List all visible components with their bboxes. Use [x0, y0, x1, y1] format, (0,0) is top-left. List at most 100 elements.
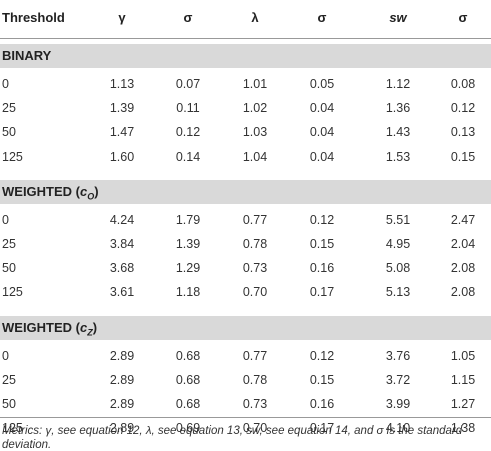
section-subscript: Z [87, 327, 93, 338]
paren: ( [72, 319, 81, 335]
row-label: 125 [2, 285, 23, 300]
footnote: Metrics: γ, see equation 12, λ, see equa… [2, 425, 463, 451]
cell-value: 2.47 [450, 212, 476, 227]
cell-value: 3.99 [385, 397, 411, 411]
cell-value: 2.89 [109, 348, 135, 363]
row-label: 125 [2, 149, 23, 164]
cell-value: 3.72 [385, 372, 411, 387]
cell-value: 0.12 [309, 348, 335, 363]
cell-value: 1.15 [450, 372, 476, 387]
cell-value: 2.89 [109, 397, 135, 411]
section-band [0, 179, 491, 204]
cell-value: 1.01 [242, 77, 268, 91]
header-rule [0, 38, 491, 39]
cell-value: 0.12 [309, 212, 335, 227]
paren: ) [92, 319, 98, 335]
cell-value: 0.16 [309, 397, 335, 411]
section-title: WEIGHTED [2, 183, 73, 199]
bottom-rule [0, 417, 491, 418]
column-header: σ [458, 10, 468, 25]
cell-value: 0.11 [176, 101, 200, 116]
cell-value: 0.12 [175, 125, 201, 140]
cell-value: 4.10 [385, 421, 411, 436]
cell-value: 0.15 [450, 149, 476, 164]
column-header: sw [389, 10, 407, 25]
cell-value: 1.38 [450, 421, 476, 436]
cell-value: 0.78 [242, 372, 268, 387]
cell-value: 0.12 [450, 101, 476, 116]
cell-value: 1.02 [242, 101, 268, 116]
cell-value: 0.04 [309, 149, 335, 164]
cell-value: 0.15 [309, 237, 335, 251]
cell-value: 5.51 [385, 212, 411, 227]
column-header: γ [118, 10, 126, 25]
cell-value: 0.04 [309, 101, 335, 116]
cell-value: 1.29 [175, 261, 201, 276]
cell-value: 2.89 [109, 421, 135, 436]
paren: ) [94, 183, 99, 199]
cell-value: 2.08 [450, 285, 476, 300]
row-label: 50 [2, 125, 16, 140]
section-label: BINARY [2, 48, 51, 63]
cell-value: 2.04 [450, 237, 476, 251]
cell-value: 0.04 [309, 125, 335, 140]
cell-value: 0.68 [175, 397, 201, 411]
cell-value: 1.27 [450, 397, 476, 411]
cell-value: 0.14 [175, 149, 201, 164]
cell-value: 1.03 [242, 125, 268, 140]
row-label: 0 [2, 348, 9, 363]
cell-value: 2.08 [450, 261, 476, 276]
cell-value: 0.68 [175, 372, 201, 387]
cell-value: 0.68 [175, 348, 201, 363]
cell-value: 0.73 [242, 261, 268, 276]
cell-value: 4.95 [385, 237, 411, 251]
cell-value: 0.08 [450, 77, 476, 91]
cell-value: 4.24 [109, 212, 135, 227]
cell-value: 1.13 [109, 77, 135, 91]
section-symbol: c [80, 183, 88, 199]
cell-value: 1.79 [175, 212, 201, 227]
column-header: λ [251, 10, 259, 25]
cell-value: 5.08 [385, 261, 411, 276]
row-label: 125 [2, 421, 23, 436]
cell-value: 0.77 [242, 212, 268, 227]
cell-value: 5.13 [385, 285, 411, 300]
cell-value: 0.15 [309, 372, 335, 387]
paren: ( [72, 183, 81, 199]
cell-value: 0.69 [175, 421, 201, 436]
cell-value: 0.17 [309, 285, 335, 300]
cell-value: 0.73 [242, 397, 268, 411]
cell-value: 0.78 [242, 237, 268, 251]
cell-value: 3.76 [385, 348, 411, 363]
row-label: 25 [2, 101, 16, 116]
column-header: σ [183, 10, 193, 25]
row-label: 50 [2, 397, 16, 411]
cell-value: 3.84 [109, 237, 135, 251]
cell-value: 1.04 [242, 149, 268, 164]
cell-value: 1.18 [175, 285, 201, 300]
section-title: BINARY [2, 48, 52, 63]
section-title: WEIGHTED [2, 319, 73, 335]
cell-value: 2.89 [109, 372, 135, 387]
section-label: WEIGHTED (cO) [2, 184, 99, 202]
row-label: 0 [2, 77, 9, 91]
cell-value: 0.77 [242, 348, 268, 363]
cell-value: 1.39 [109, 101, 135, 116]
cell-value: 0.16 [309, 261, 335, 276]
cell-value: 1.12 [385, 77, 411, 91]
row-label: 25 [2, 372, 16, 387]
cell-value: 1.43 [385, 125, 411, 140]
section-label: WEIGHTED (cZ) [2, 320, 97, 338]
cell-value: 3.61 [109, 285, 135, 300]
cell-value: 1.36 [385, 101, 411, 116]
cell-value: 0.05 [309, 77, 335, 91]
cell-value: 1.05 [450, 348, 476, 363]
section-subscript: O [87, 191, 95, 202]
cell-value: 1.53 [385, 149, 411, 164]
cell-value: 0.13 [450, 125, 476, 140]
column-header: σ [317, 10, 327, 25]
cell-value: 3.68 [109, 261, 135, 276]
cell-value: 1.39 [175, 237, 201, 251]
row-label: 50 [2, 261, 16, 276]
